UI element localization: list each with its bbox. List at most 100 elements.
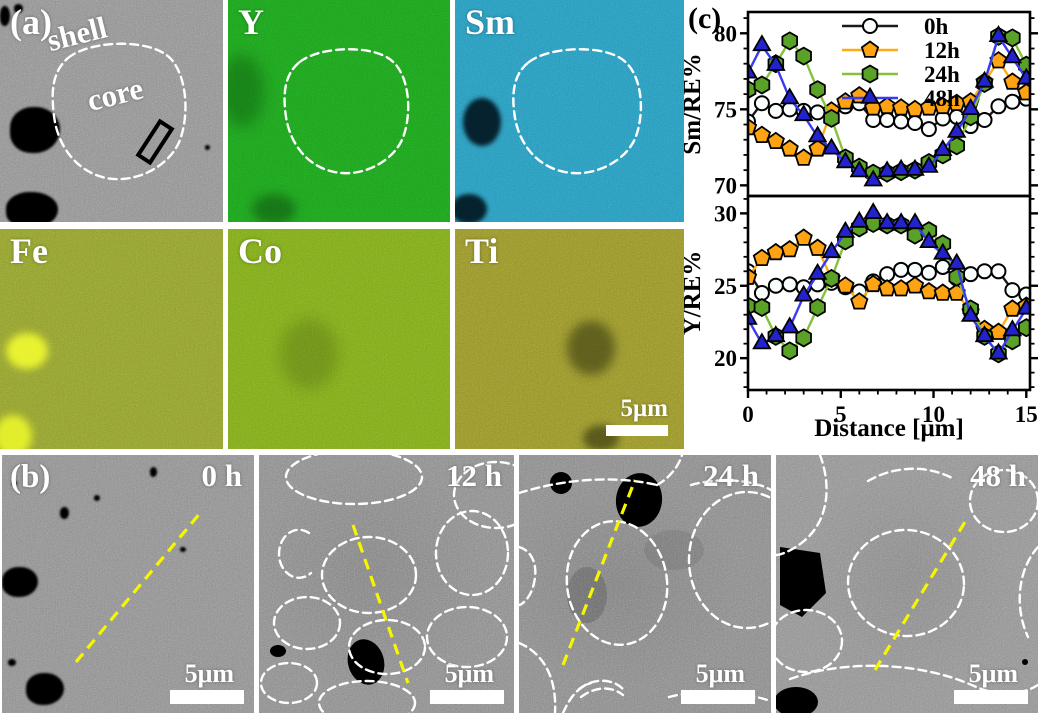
eds-map-Sm: Sm [455, 0, 684, 222]
dark-region [567, 321, 615, 375]
yellow-scan-line [351, 524, 410, 684]
grain-boundary [776, 455, 828, 557]
pore [8, 659, 16, 666]
time-label-24h: 24 h [703, 458, 759, 493]
panel-b-label: (b) [10, 459, 51, 495]
pore [2, 567, 38, 597]
scale-bar-label: 5μm [620, 395, 669, 422]
pore [10, 107, 60, 153]
pore [776, 687, 818, 713]
scale-bar [430, 690, 504, 704]
grain-outline [347, 618, 427, 676]
eds-map-Ti: Ti 5μm [455, 229, 684, 449]
pore [205, 145, 210, 150]
grain-boundary [788, 664, 1038, 695]
pore [60, 507, 69, 519]
sem-frame-12h: 12 h 5μm [259, 455, 514, 713]
map-label-Y: Y [238, 2, 264, 42]
svg-text:Sm/RE%: Sm/RE% [684, 53, 706, 154]
map-label-Fe: Fe [10, 231, 48, 271]
core-dashed-outline [283, 48, 410, 175]
svg-text:70: 70 [714, 173, 737, 198]
pore [150, 467, 157, 477]
yellow-scan-line [561, 479, 637, 666]
grain-outline [320, 535, 418, 615]
map-label-Ti: Ti [465, 231, 499, 271]
panel-c-charts: 70 75 80 Sm/RE% 0h 12h 24h 48h 20 25 30 0 5 10 15 Y/RE%… [679, 0, 1038, 450]
grain-boundary [689, 479, 771, 492]
pore [12, 481, 17, 486]
pore [26, 673, 64, 705]
dark-spot [455, 194, 487, 222]
core-dashed-outline [512, 48, 643, 175]
pore [780, 547, 826, 617]
svg-text:15: 15 [1015, 402, 1038, 427]
svg-text:30: 30 [714, 201, 737, 226]
svg-text:0h: 0h [924, 14, 949, 39]
bright-spot [6, 333, 48, 369]
pore [270, 645, 286, 657]
grain-outline [687, 490, 771, 630]
grain-outline [284, 455, 424, 506]
scale-bar-label: 5μm [184, 659, 234, 688]
time-label-48h: 48 h [970, 458, 1026, 493]
grain-boundary [519, 478, 659, 495]
sem-frame-24h: 24 h 5μm [519, 455, 771, 713]
dark-region [280, 319, 338, 389]
grain-outline [776, 608, 844, 674]
core-outline-svg [283, 48, 410, 175]
svg-text:0: 0 [742, 402, 754, 427]
eds-map-Fe: Fe [0, 229, 223, 449]
grain-outline [452, 460, 514, 530]
svg-text:12h: 12h [924, 38, 960, 63]
time-label-0h: 0 h [201, 458, 243, 493]
svg-text:Y/RE%: Y/RE% [684, 251, 706, 336]
core-outline-svg [51, 42, 187, 181]
pore [1022, 659, 1028, 665]
grain-outline [434, 509, 510, 597]
pore [615, 473, 663, 527]
grain-boundary [1018, 545, 1038, 639]
scale-bar-label: 5μm [444, 659, 494, 688]
grain-outline [565, 520, 669, 646]
eds-map-Co: Co [228, 229, 450, 449]
time-label-12h: 12 h [446, 458, 502, 493]
grain-boundary [579, 687, 625, 699]
grain-outline [317, 679, 417, 713]
svg-text:Distance [μm]: Distance [μm] [814, 415, 964, 442]
scale-bar [606, 425, 668, 436]
pore [180, 547, 186, 552]
map-label-Sm: Sm [465, 2, 516, 42]
svg-text:5: 5 [835, 402, 847, 427]
svg-text:25: 25 [714, 274, 737, 299]
svg-text:20: 20 [714, 346, 737, 371]
pore [94, 495, 100, 501]
grain-outline [968, 468, 1038, 534]
map-label-Co: Co [238, 231, 282, 271]
grain-outline [259, 661, 319, 705]
core-dashed-outline [51, 42, 187, 181]
panel-c-label: (c) [688, 2, 722, 35]
scale-bar [954, 690, 1028, 704]
grain-outline [277, 528, 313, 579]
grain-outline [272, 595, 342, 651]
yellow-scan-line [74, 510, 203, 664]
scale-bar-label: 5μm [695, 659, 745, 688]
grain-boundary [519, 545, 537, 607]
svg-text:80: 80 [714, 21, 737, 46]
sem-frame-0h: (b) 0 h 5μm [2, 455, 254, 713]
dark-region [644, 530, 704, 570]
scale-bar-label: 5μm [968, 659, 1018, 688]
grain-boundary [866, 467, 956, 483]
grain-boundary [655, 455, 684, 487]
svg-text:75: 75 [714, 97, 737, 122]
scale-bar [170, 690, 244, 704]
svg-text:10: 10 [922, 402, 945, 427]
dark-region [567, 567, 607, 623]
dark-region [228, 55, 264, 127]
pore [6, 192, 58, 222]
grain-outline [425, 605, 509, 669]
pore [0, 6, 10, 26]
